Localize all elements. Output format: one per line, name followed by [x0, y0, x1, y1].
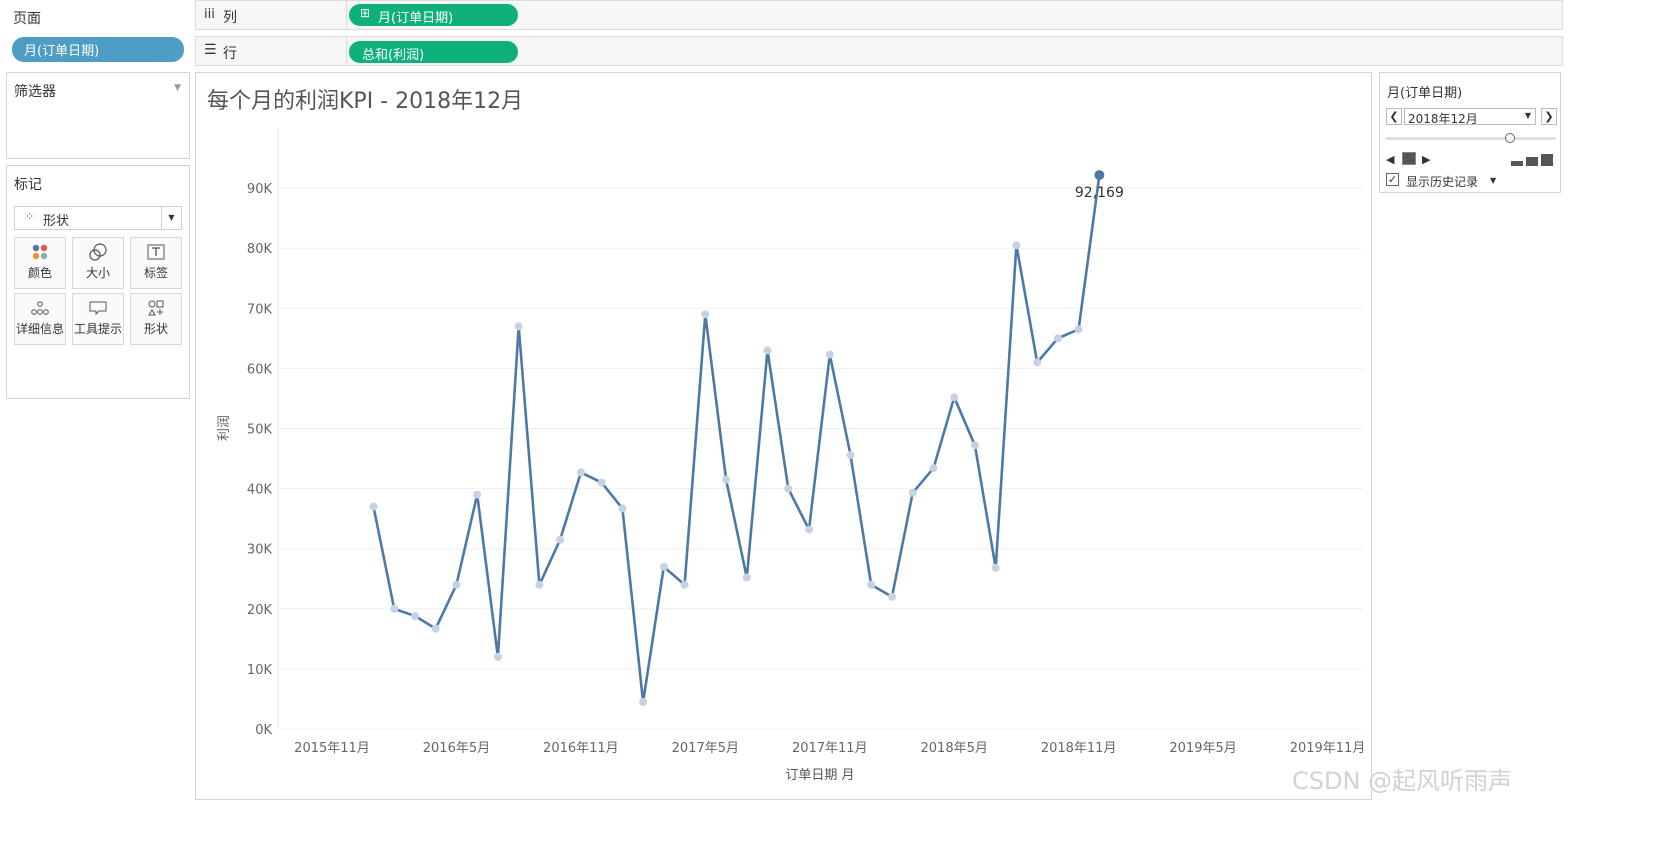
columns-pill[interactable]: ⊞ 月(订单日期)	[349, 4, 518, 26]
columns-shelf[interactable]: iii 列 ⊞ 月(订单日期)	[195, 0, 1563, 30]
shape-button[interactable]: 形状	[130, 293, 182, 345]
step-forward-icon[interactable]: ▶	[1422, 153, 1431, 166]
caret-down-icon[interactable]: ▼	[1490, 176, 1497, 185]
filters-card[interactable]: 筛选器 ▼	[6, 72, 190, 159]
show-history-checkbox[interactable]: ✓	[1386, 173, 1399, 186]
tooltip-button-label: 工具提示	[73, 322, 122, 336]
rows-shelf[interactable]: ☰ 行 总和(利润)	[195, 36, 1563, 66]
rows-pill-label: 总和(利润)	[362, 48, 425, 63]
speed-icon[interactable]	[1510, 153, 1556, 167]
columns-label: 列	[223, 10, 237, 26]
marks-title: 标记	[14, 177, 42, 193]
mark-type-label: 形状	[43, 214, 70, 229]
shape-icon: ⁘	[25, 210, 35, 223]
label-button[interactable]: 标签	[130, 237, 182, 289]
rows-label: 行	[223, 46, 237, 62]
shapes-icon	[148, 300, 164, 316]
expand-icon: ⊞	[360, 6, 371, 20]
size-icon	[89, 243, 107, 261]
color-button[interactable]: 颜色	[14, 237, 66, 289]
filters-menu-icon[interactable]: ▼	[174, 83, 181, 93]
rows-pill[interactable]: 总和(利润)	[349, 41, 518, 63]
prev-page-button[interactable]: ❮	[1386, 108, 1402, 125]
columns-icon: iii	[204, 7, 215, 22]
pages-pill[interactable]: 月(订单日期)	[12, 37, 184, 62]
pages-card: 页面 月(订单日期)	[6, 0, 190, 62]
detail-icon	[31, 301, 49, 315]
page-select[interactable]: 2018年12月 ▼	[1404, 108, 1536, 126]
page-slider-thumb[interactable]	[1505, 133, 1515, 143]
view-panel	[195, 72, 1372, 800]
label-button-label: 标签	[143, 266, 168, 280]
filters-title: 筛选器	[14, 84, 56, 100]
mark-type-select[interactable]: ⁘ 形状 ▼	[14, 206, 182, 230]
tooltip-button[interactable]: 工具提示	[72, 293, 124, 345]
detail-button[interactable]: 详细信息	[14, 293, 66, 345]
label-icon	[147, 244, 165, 260]
chevron-down-icon: ▼	[161, 207, 181, 229]
tooltip-icon	[89, 301, 107, 316]
step-back-icon[interactable]: ◀	[1386, 153, 1395, 166]
page-control-title: 月(订单日期)	[1387, 86, 1463, 101]
detail-button-label: 详细信息	[15, 322, 64, 336]
size-button[interactable]: 大小	[72, 237, 124, 289]
watermark: CSDN @起风听雨声	[1292, 767, 1513, 795]
show-history-label[interactable]: 显示历史记录	[1406, 175, 1479, 189]
next-page-button[interactable]: ❯	[1541, 108, 1557, 125]
marks-card: 标记 ⁘ 形状 ▼ 颜色 大小 标签 详细信息 工具提示 形状	[6, 165, 190, 399]
columns-pill-label: 月(订单日期)	[378, 11, 454, 26]
shape-button-label: 形状	[143, 322, 168, 336]
rows-icon: ☰	[204, 42, 217, 58]
pages-title: 页面	[13, 11, 41, 27]
size-button-label: 大小	[85, 266, 110, 280]
page-slider-track[interactable]	[1386, 137, 1556, 140]
page-select-value: 2018年12月	[1408, 112, 1478, 126]
color-icon	[32, 244, 48, 260]
stop-icon[interactable]	[1402, 152, 1416, 165]
color-button-label: 颜色	[27, 266, 52, 280]
chevron-down-icon: ▼	[1524, 111, 1531, 120]
page-control-card: 月(订单日期) ❮ 2018年12月 ▼ ❯ ◀ ▶ ✓ 显示历史记录 ▼	[1379, 72, 1561, 193]
